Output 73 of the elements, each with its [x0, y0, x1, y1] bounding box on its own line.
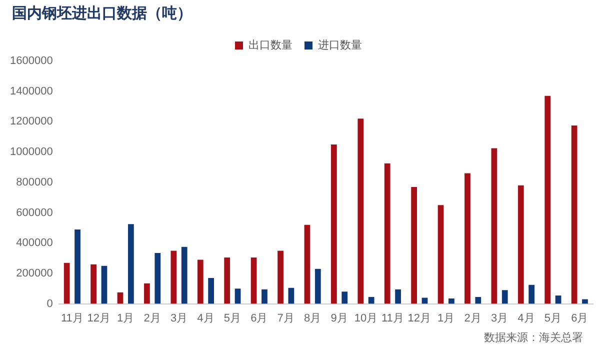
bar — [395, 289, 401, 304]
x-tick-label: 1月 — [117, 312, 134, 324]
bar — [544, 96, 551, 304]
bar — [154, 252, 161, 304]
bar — [384, 163, 390, 304]
bar — [448, 298, 454, 304]
bar — [475, 296, 482, 304]
y-tick-label: 600000 — [16, 206, 53, 219]
bar — [518, 185, 524, 304]
bar — [128, 224, 134, 304]
bar — [304, 224, 310, 304]
bar — [170, 250, 177, 304]
y-tick-label: 200000 — [16, 267, 53, 280]
x-tick-label: 3月 — [490, 312, 508, 324]
legend-label: 出口数量 — [248, 38, 292, 52]
bar — [330, 144, 337, 304]
bar — [555, 295, 562, 304]
x-tick-label: 11月 — [381, 312, 404, 324]
bar — [438, 205, 444, 304]
bar — [464, 173, 470, 304]
chart-title: 国内钢坯进出口数据（吨） — [12, 4, 192, 23]
x-tick-label: 6月 — [571, 312, 588, 324]
bar — [288, 288, 294, 304]
bar — [262, 289, 268, 304]
bar — [571, 125, 578, 304]
bar — [181, 246, 188, 304]
bar — [234, 288, 241, 304]
x-tick-label: 5月 — [544, 312, 562, 324]
y-tick-label: 1400000 — [10, 85, 53, 98]
bar — [90, 264, 96, 304]
x-tick-label: 4月 — [197, 312, 214, 324]
bar — [101, 266, 108, 304]
x-tick-label: 1月 — [438, 312, 455, 324]
bar — [342, 292, 348, 304]
bar — [250, 258, 257, 304]
bar — [368, 296, 374, 304]
bar — [278, 250, 284, 304]
bar — [411, 186, 417, 304]
bar — [224, 258, 230, 304]
y-tick-label: 800000 — [16, 176, 53, 188]
bar — [144, 283, 150, 304]
bar — [491, 148, 498, 304]
y-tick-label: 1200000 — [10, 116, 53, 128]
y-tick-label: 1000000 — [10, 146, 53, 158]
x-tick-label: 3月 — [170, 312, 188, 324]
x-tick-label: 11月 — [60, 312, 84, 324]
bar — [502, 290, 508, 304]
x-tick-label: 4月 — [518, 312, 535, 324]
source-note: 数据来源：海关总署 — [484, 330, 583, 345]
x-tick-label: 10月 — [354, 312, 378, 324]
bar — [314, 268, 321, 304]
x-tick-label: 6月 — [250, 312, 268, 324]
x-tick-label: 9月 — [330, 312, 348, 324]
x-tick-label: 7月 — [277, 312, 294, 324]
legend-label: 进口数量 — [318, 38, 362, 52]
x-tick-label: 12月 — [408, 312, 432, 324]
x-tick-label: 2月 — [144, 312, 161, 324]
bar — [208, 278, 214, 304]
bar — [74, 229, 80, 304]
bar — [64, 262, 70, 304]
y-tick-label: 1600000 — [10, 55, 53, 68]
x-tick-label: 2月 — [464, 312, 482, 324]
y-tick-label: 0 — [46, 298, 53, 310]
bar — [582, 299, 588, 304]
x-tick-label: 8月 — [304, 312, 322, 324]
bar — [197, 260, 204, 304]
bar — [358, 118, 364, 304]
y-tick-label: 400000 — [16, 237, 53, 250]
bar — [528, 284, 535, 304]
x-tick-label: 12月 — [87, 312, 111, 324]
bar — [117, 292, 124, 304]
bar — [422, 298, 428, 304]
x-tick-label: 5月 — [224, 312, 241, 324]
